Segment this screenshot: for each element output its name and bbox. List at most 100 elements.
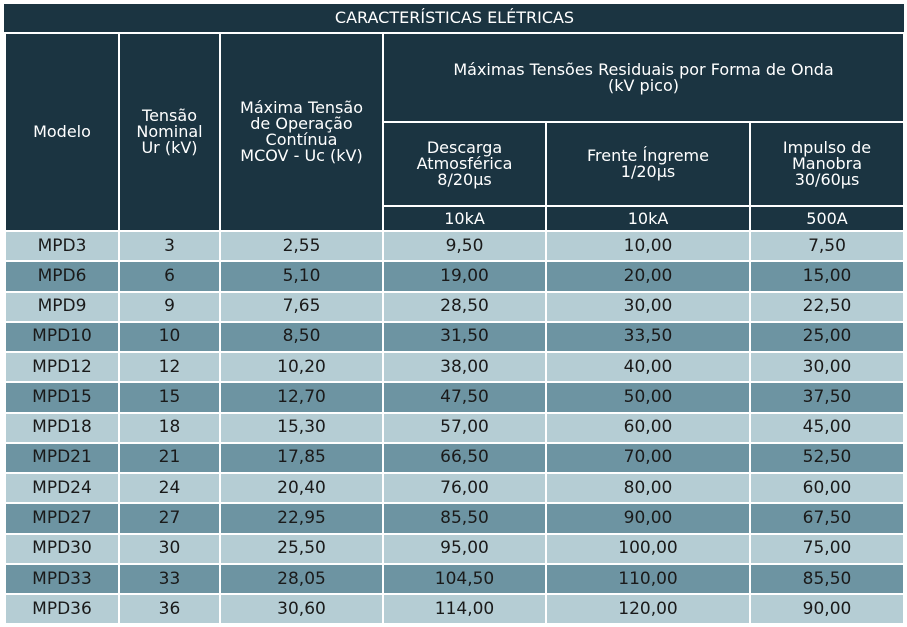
cell-impulso: 15,00 [748, 260, 906, 292]
cell-modelo: MPD21 [4, 441, 120, 474]
cell-mcov: 2,55 [219, 229, 384, 262]
table-row: MPD33 33 28,05 104,50 110,00 85,50 [4, 562, 906, 595]
cell-impulso: 22,50 [748, 290, 906, 322]
cell-impulso: 25,00 [748, 320, 906, 353]
cell-modelo: MPD27 [4, 502, 120, 534]
cell-descarga: 66,50 [382, 441, 547, 474]
cell-descarga: 95,00 [382, 532, 547, 564]
cell-descarga: 104,50 [382, 562, 547, 595]
header-mcov-line: Contínua [265, 130, 338, 149]
cell-modelo: MPD9 [4, 290, 120, 322]
header-frente-line: 1/20µs [620, 162, 676, 181]
cell-tensao-nominal: 33 [118, 562, 221, 595]
cell-descarga: 9,50 [382, 229, 547, 262]
cell-modelo: MPD36 [4, 593, 120, 623]
header-mcov-line: Máxima Tensão [240, 98, 363, 117]
cell-frente: 110,00 [545, 562, 751, 595]
cell-mcov: 10,20 [219, 351, 384, 383]
cell-modelo: MPD6 [4, 260, 120, 292]
header-unit-impulso: 500A [748, 205, 906, 232]
cell-descarga: 19,00 [382, 260, 547, 292]
cell-impulso: 30,00 [748, 351, 906, 383]
cell-tensao-nominal: 12 [118, 351, 221, 383]
header-frente: Frente Íngreme 1/20µs [545, 121, 751, 207]
table-row: MPD21 21 17,85 66,50 70,00 52,50 [4, 441, 906, 474]
cell-tensao-nominal: 9 [118, 290, 221, 322]
cell-mcov: 5,10 [219, 260, 384, 292]
cell-mcov: 12,70 [219, 381, 384, 413]
cell-impulso: 75,00 [748, 532, 906, 564]
cell-descarga: 38,00 [382, 351, 547, 383]
header-impulso: Impulso de Manobra 30/60µs [748, 121, 906, 207]
cell-tensao-nominal: 27 [118, 502, 221, 534]
header-tensao-nominal-line: Nominal [136, 122, 203, 141]
header-impulso-line: 30/60µs [794, 170, 860, 189]
header-residuais: Máximas Tensões Residuais por Forma de O… [381, 32, 906, 123]
cell-impulso: 37,50 [748, 381, 906, 413]
cell-mcov: 25,50 [219, 532, 384, 564]
cell-impulso: 85,50 [748, 562, 906, 595]
header-modelo: Modelo [4, 32, 120, 232]
electrical-characteristics-table: CARACTERÍSTICAS ELÉTRICAS Modelo Tensão … [4, 4, 906, 623]
cell-frente: 50,00 [545, 381, 751, 413]
header-mcov-line: de Operação [250, 114, 353, 133]
table-row: MPD3 3 2,55 9,50 10,00 7,50 [4, 229, 906, 262]
table-row: MPD27 27 22,95 85,50 90,00 67,50 [4, 502, 906, 534]
cell-modelo: MPD30 [4, 532, 120, 564]
table-row: MPD6 6 5,10 19,00 20,00 15,00 [4, 260, 906, 292]
header-tensao-nominal: Tensão Nominal Ur (kV) [118, 32, 221, 232]
cell-tensao-nominal: 30 [118, 532, 221, 564]
cell-descarga: 47,50 [382, 381, 547, 413]
header-unit-frente: 10kA [545, 205, 751, 232]
header-impulso-line: Manobra [791, 154, 863, 173]
cell-tensao-nominal: 10 [118, 320, 221, 353]
cell-modelo: MPD15 [4, 381, 120, 413]
header-descarga: Descarga Atmosférica 8/20µs [382, 121, 547, 207]
cell-mcov: 30,60 [219, 593, 384, 623]
header-residuais-line: Máximas Tensões Residuais por Forma de O… [453, 59, 834, 79]
cell-frente: 120,00 [545, 593, 751, 623]
table-row: MPD15 15 12,70 47,50 50,00 37,50 [4, 381, 906, 413]
cell-frente: 70,00 [545, 441, 751, 474]
cell-descarga: 114,00 [382, 593, 547, 623]
table-row: MPD10 10 8,50 31,50 33,50 25,00 [4, 320, 906, 353]
cell-impulso: 45,00 [748, 411, 906, 443]
table-row: MPD9 9 7,65 28,50 30,00 22,50 [4, 290, 906, 322]
cell-tensao-nominal: 15 [118, 381, 221, 413]
cell-frente: 80,00 [545, 472, 751, 504]
table-body: MPD3 3 2,55 9,50 10,00 7,50 MPD6 6 5,10 19,00 20,0… [4, 229, 906, 623]
cell-impulso: 7,50 [748, 229, 906, 262]
header-mcov: Máxima Tensão de Operação Contínua MCOV … [219, 32, 384, 232]
header-frente-line: Frente Íngreme [587, 146, 709, 165]
cell-frente: 33,50 [545, 320, 751, 353]
table-row: MPD30 30 25,50 95,00 100,00 75,00 [4, 532, 906, 564]
cell-modelo: MPD24 [4, 472, 120, 504]
electrical-characteristics-table-container: CARACTERÍSTICAS ELÉTRICAS Modelo Tensão … [4, 4, 906, 623]
cell-mcov: 15,30 [219, 411, 384, 443]
header-impulso-line: Impulso de [782, 138, 872, 157]
cell-tensao-nominal: 21 [118, 441, 221, 474]
cell-descarga: 76,00 [382, 472, 547, 504]
header-descarga-line: Descarga [426, 138, 503, 157]
cell-mcov: 20,40 [219, 472, 384, 504]
header-tensao-nominal-line: Ur (kV) [141, 138, 198, 157]
table-row: MPD12 12 10,20 38,00 40,00 30,00 [4, 351, 906, 383]
table-row: MPD18 18 15,30 57,00 60,00 45,00 [4, 411, 906, 443]
cell-tensao-nominal: 3 [118, 229, 221, 262]
cell-descarga: 28,50 [382, 290, 547, 322]
header-unit-descarga: 10kA [382, 205, 547, 232]
header-descarga-line: Atmosférica [416, 154, 513, 173]
cell-descarga: 85,50 [382, 502, 547, 534]
header-residuais-line: (kV pico) [608, 75, 679, 95]
cell-frente: 30,00 [545, 290, 751, 322]
cell-tensao-nominal: 36 [118, 593, 221, 623]
cell-frente: 100,00 [545, 532, 751, 564]
cell-modelo: MPD10 [4, 320, 120, 353]
cell-mcov: 17,85 [219, 441, 384, 474]
header-mcov-line: MCOV - Uc (kV) [240, 146, 363, 165]
cell-mcov: 7,65 [219, 290, 384, 322]
cell-frente: 90,00 [545, 502, 751, 534]
header-descarga-line: 8/20µs [437, 170, 492, 189]
table-title: CARACTERÍSTICAS ELÉTRICAS [5, 4, 905, 34]
cell-tensao-nominal: 6 [118, 260, 221, 292]
